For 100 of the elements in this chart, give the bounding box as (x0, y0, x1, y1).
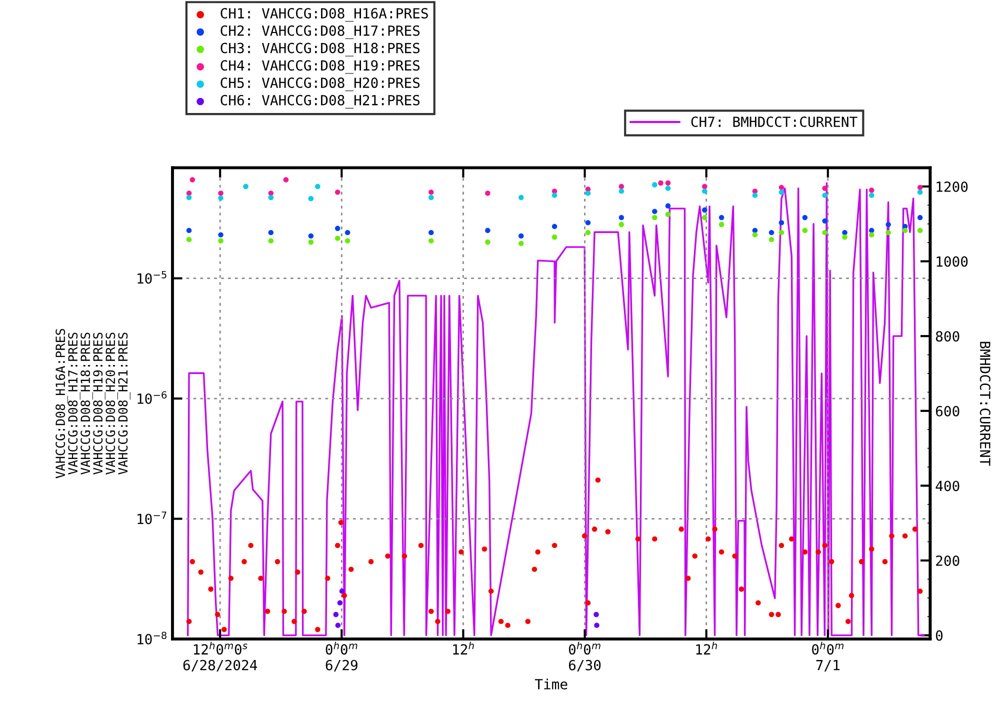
x-tick-label: 0$^{h}$0$^{m}$ 7/1 (812, 642, 844, 672)
point (335, 622, 341, 628)
y2-tick-label: 400 (936, 480, 960, 492)
point (552, 224, 558, 230)
point (518, 233, 524, 239)
y2-axis-title: BMHDCCT:CURRENT (980, 342, 990, 466)
point (778, 230, 784, 236)
point (428, 238, 434, 244)
point (665, 212, 671, 217)
point (869, 232, 874, 238)
point (822, 230, 828, 236)
point (186, 194, 192, 200)
point (344, 238, 350, 244)
point (917, 190, 923, 195)
point (886, 222, 891, 228)
point (665, 203, 671, 209)
point (752, 232, 758, 238)
point (702, 184, 708, 190)
point (308, 233, 314, 239)
point (752, 228, 758, 234)
point (618, 214, 624, 220)
point (802, 214, 808, 220)
point (268, 194, 274, 200)
legend-label: CH2: VAHCCG:D08_H17:PRES (220, 25, 420, 39)
point (869, 188, 874, 193)
point (618, 222, 624, 228)
point (218, 232, 224, 238)
point (335, 236, 340, 241)
point (752, 192, 758, 198)
point (552, 234, 558, 240)
point (585, 220, 591, 226)
point (186, 236, 192, 242)
point (842, 230, 848, 236)
y-tick-label: 10$^{−5}$ (138, 271, 166, 284)
point (333, 612, 339, 618)
point (778, 220, 784, 226)
legend-label: CH7: BMHDCCT:CURRENT (691, 116, 858, 128)
point (869, 228, 874, 234)
point (594, 622, 600, 628)
point (658, 180, 664, 186)
point (335, 226, 340, 232)
point (428, 194, 434, 200)
point (768, 230, 774, 236)
point (428, 230, 434, 236)
y-tick-label: 10$^{−8}$ (138, 632, 166, 644)
point (585, 230, 591, 236)
point (218, 195, 224, 201)
legend-label: CH6: VAHCCG:D08_H21:PRES (220, 94, 420, 108)
point (243, 184, 248, 190)
point (822, 192, 828, 198)
point (652, 208, 658, 214)
point (268, 230, 274, 236)
y2-tick-label: 800 (936, 331, 960, 342)
point (702, 207, 708, 213)
y2-tick-label: 1000 (936, 256, 968, 267)
point (485, 228, 490, 234)
point (268, 238, 274, 244)
point (665, 180, 671, 186)
point (337, 600, 343, 606)
point (822, 186, 828, 191)
point (552, 192, 558, 198)
point (842, 234, 848, 240)
point (618, 188, 624, 194)
y2-tick-label: 600 (936, 406, 960, 416)
legend-label: CH4: VAHCCG:D08_H19:PRES (220, 60, 420, 74)
legend-label: CH1: VAHCCG:D08_H16A:PRES (220, 8, 428, 22)
point (718, 214, 724, 220)
point (308, 196, 314, 202)
point (652, 214, 658, 220)
point (344, 230, 350, 236)
y-tick-label: 10$^{−7}$ (138, 512, 166, 524)
y-tick-label: 10$^{−6}$ (138, 391, 167, 404)
x-tick-label: 12$^{h}$0$^{m}$0$^{s}$ 6/28/2024 (183, 642, 258, 672)
point (594, 612, 599, 618)
y2-tick-label: 200 (936, 555, 960, 566)
point (652, 182, 658, 188)
point (869, 192, 874, 198)
point (702, 214, 708, 220)
point (778, 184, 784, 190)
point (428, 190, 434, 195)
point (917, 184, 923, 190)
point (518, 194, 524, 200)
point (335, 190, 340, 195)
point (518, 240, 524, 246)
point (190, 177, 195, 182)
point (702, 188, 708, 194)
point (768, 236, 774, 242)
point (718, 222, 724, 228)
point (186, 228, 192, 234)
point (778, 190, 784, 195)
point (618, 184, 624, 190)
line-series (187, 182, 925, 636)
point (339, 588, 345, 594)
legend-label: CH5: VAHCCG:D08_H20:PRES (220, 78, 420, 92)
point (485, 190, 490, 196)
point (917, 228, 923, 234)
point (802, 228, 808, 234)
x-tick-label: 12$^{h}$ (453, 642, 474, 654)
x-axis-title: Time (534, 678, 568, 690)
point (485, 240, 490, 245)
